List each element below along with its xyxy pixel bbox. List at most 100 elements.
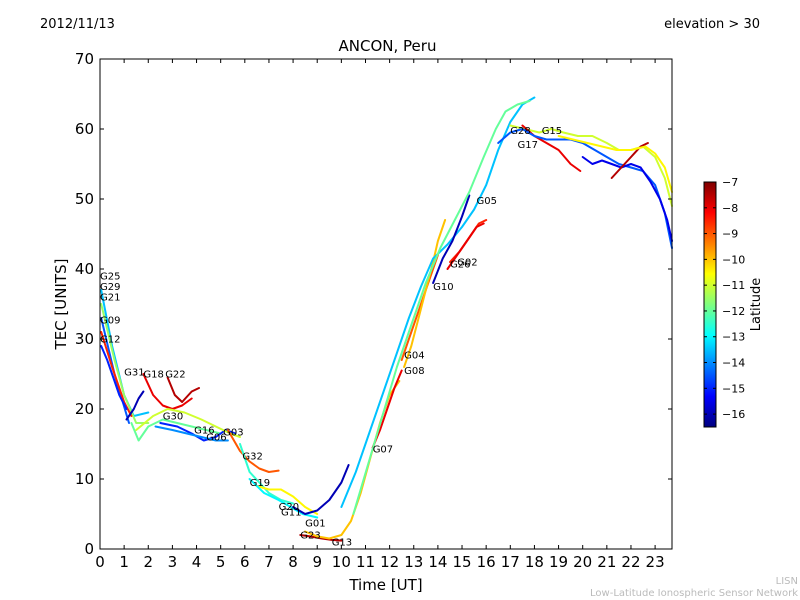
satellite-label-g32: G32 <box>242 451 262 462</box>
x-tick-label: 15 <box>452 553 471 571</box>
y-tick-label: 20 <box>75 400 94 418</box>
x-tick-label: 22 <box>621 553 640 571</box>
series-line-g14 <box>610 142 649 179</box>
series-line-g16 <box>159 422 237 442</box>
satellite-label-g25: G25 <box>100 272 120 283</box>
x-tick-label: 7 <box>264 553 274 571</box>
satellite-label-g30: G30 <box>163 412 183 423</box>
satellite-label-g10: G10 <box>433 282 453 293</box>
x-tick-label: 11 <box>356 553 375 571</box>
series-group <box>100 96 673 542</box>
series-line-g12 <box>100 345 128 410</box>
colorbar-tick-label: −8 <box>722 202 738 215</box>
satellite-label-g17: G17 <box>518 140 538 151</box>
satellite-label-g09: G09 <box>100 316 120 327</box>
series-line-g09 <box>100 331 133 417</box>
satellite-label-g13: G13 <box>332 538 352 549</box>
colorbar-tick-label: −16 <box>722 408 745 421</box>
credit-short: LISN <box>775 576 798 587</box>
chart-title: ANCON, Peru <box>338 37 437 55</box>
y-tick-label: 50 <box>75 190 94 208</box>
colorbar-tick-label: −14 <box>722 357 745 370</box>
colorbar-tick-label: −12 <box>722 305 745 318</box>
y-tick-label: 70 <box>75 50 94 68</box>
satellite-label-g03: G03 <box>223 428 243 439</box>
series-line-g28 <box>352 100 531 515</box>
satellite-label-g21: G21 <box>100 293 120 304</box>
satellite-label-g20: G20 <box>279 502 299 513</box>
colorbar-tick-label: −13 <box>722 331 745 344</box>
x-tick-label: 0 <box>95 553 105 571</box>
x-tick-label: 6 <box>240 553 250 571</box>
satellite-label-g23: G23 <box>300 531 320 542</box>
series-line-g01 <box>292 464 350 515</box>
series-line-g15 <box>509 124 673 207</box>
series-line-g03 <box>135 408 241 438</box>
y-tick-label: 60 <box>75 120 94 138</box>
x-axis-label: Time [UT] <box>348 576 422 594</box>
satellite-label-g22: G22 <box>165 370 185 381</box>
x-tick-label: 12 <box>380 553 399 571</box>
series-line-g33 <box>557 135 673 193</box>
satellite-label-g07: G07 <box>373 444 393 455</box>
x-tick-label: 13 <box>404 553 423 571</box>
satellite-label-g18: G18 <box>143 370 163 381</box>
x-tick-label: 23 <box>646 553 665 571</box>
y-tick-label: 10 <box>75 470 94 488</box>
satellite-label-g05: G05 <box>477 196 497 207</box>
x-tick-label: 14 <box>428 553 447 571</box>
series-line-g08 <box>403 219 447 368</box>
colorbar-tick-label: −7 <box>722 176 738 189</box>
date-label: 2012/11/13 <box>40 17 115 32</box>
series-line-g10 <box>340 96 536 508</box>
x-tick-label: 3 <box>168 553 178 571</box>
axes-frame <box>99 58 673 550</box>
x-tick-label: 17 <box>501 553 520 571</box>
satellite-label-g12: G12 <box>100 335 120 346</box>
satellite-label-g08: G08 <box>404 366 424 377</box>
credit-long: Low-Latitude Ionospheric Sensor Network <box>590 588 798 599</box>
x-tick-label: 10 <box>332 553 351 571</box>
satellite-label-g06: G06 <box>206 433 226 444</box>
x-tick-label: 19 <box>549 553 568 571</box>
y-tick-label: 30 <box>75 330 94 348</box>
colorbar-tick-label: −15 <box>722 382 745 395</box>
x-tick-label: 8 <box>288 553 298 571</box>
series-line-g02 <box>446 222 485 270</box>
satellite-label-g04: G04 <box>404 351 424 362</box>
y-tick-label: 40 <box>75 260 94 278</box>
colorbar-label: Latitude <box>749 278 764 332</box>
y-tick-label: 0 <box>84 540 94 558</box>
satellite-label-g29: G29 <box>100 282 120 293</box>
series-line-g22 <box>166 376 200 403</box>
series-line-g20 <box>255 485 319 515</box>
series-line-g04 <box>400 254 439 361</box>
x-tick-label: 2 <box>143 553 153 571</box>
x-tick-label: 21 <box>597 553 616 571</box>
series-line-g05 <box>432 194 471 284</box>
series-line-g23 <box>299 534 343 542</box>
satellite-label-g28: G28 <box>510 126 530 137</box>
satellite-label-g19: G19 <box>250 478 270 489</box>
colorbar-tick-label: −11 <box>722 279 745 292</box>
series-line-g29 <box>100 303 150 424</box>
satellite-label-g26: G26 <box>450 260 470 271</box>
x-tick-label: 20 <box>573 553 592 571</box>
x-tick-label: 16 <box>477 553 496 571</box>
satellite-label-g02: G02 <box>457 258 477 269</box>
series-line-g31 <box>125 390 145 421</box>
x-tick-label: 5 <box>216 553 226 571</box>
satellite-label-g11: G11 <box>281 507 301 518</box>
satellite-label-g31: G31 <box>124 367 144 378</box>
plot-area <box>100 59 672 549</box>
elevation-condition: elevation > 30 <box>664 17 760 32</box>
colorbar-tick-label: −10 <box>722 253 745 266</box>
satellite-label-g01: G01 <box>305 519 325 530</box>
y-axis-label: TEC [UNITS] <box>52 259 70 351</box>
series-line-g18 <box>142 373 193 410</box>
series-line-g30 <box>130 418 222 442</box>
colorbar <box>703 181 717 428</box>
x-tick-label: 4 <box>192 553 202 571</box>
x-tick-label: 9 <box>312 553 322 571</box>
